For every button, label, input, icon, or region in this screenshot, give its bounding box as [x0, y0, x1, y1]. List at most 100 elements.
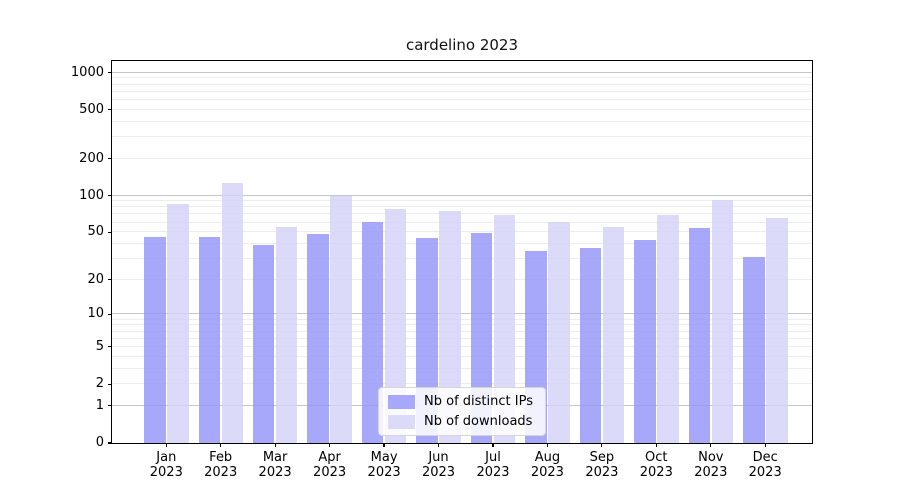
y-tick-mark [108, 109, 112, 111]
x-tick-mark [492, 443, 494, 447]
y-tick-mark [108, 231, 112, 233]
y-tick-mark [108, 383, 112, 385]
y-tick-mark [108, 313, 112, 315]
bar-distinct-ips [579, 247, 602, 443]
y-tick-mark [108, 71, 112, 74]
y-tick-mark [108, 442, 112, 444]
bar-downloads [167, 204, 189, 443]
minor-gridline [112, 157, 812, 159]
x-tick-year: 2023 [639, 465, 673, 480]
x-tick-mark [383, 443, 385, 447]
minor-gridline [112, 324, 812, 326]
bar-downloads [439, 210, 461, 443]
minor-gridline [112, 337, 812, 339]
x-tick-month: Dec [752, 450, 778, 465]
x-tick-month: May [370, 450, 398, 465]
legend-label-distinct-ips: Nb of distinct IPs [424, 394, 533, 409]
minor-gridline [112, 318, 812, 320]
x-tick-mark [220, 443, 222, 447]
x-tick-mark [165, 443, 167, 447]
bar-downloads [548, 221, 570, 443]
bar-downloads [275, 227, 298, 443]
legend-swatch-distinct-ips [388, 394, 416, 409]
major-gridline [112, 194, 812, 196]
x-tick-label: Jul 2023 [463, 450, 523, 480]
x-tick-label: Jan 2023 [136, 450, 196, 480]
x-tick-mark [329, 443, 331, 447]
legend-item-distinct-ips: Nb of distinct IPs [388, 394, 533, 409]
bars-layer [112, 61, 812, 443]
x-tick-label: Jun 2023 [409, 450, 469, 480]
y-tick-label: 0 [95, 435, 104, 450]
legend-swatch-downloads [388, 414, 416, 429]
bar-distinct-ips [198, 236, 220, 443]
x-tick-mark [601, 443, 603, 447]
bar-downloads [493, 215, 516, 443]
y-tick-mark [108, 194, 112, 197]
x-tick-label: Sep 2023 [572, 450, 632, 480]
x-tick-month: Feb [209, 450, 233, 465]
bar-distinct-ips [634, 240, 656, 443]
x-tick-mark [764, 443, 766, 447]
x-tick-month: Jul [485, 450, 501, 465]
minor-gridline [112, 257, 812, 259]
minor-gridline [112, 278, 812, 280]
x-tick-label: Feb 2023 [191, 450, 251, 480]
minor-gridline [112, 90, 812, 92]
y-tick-label: 5 [95, 338, 104, 354]
minor-gridline [112, 108, 812, 110]
y-tick-label: 10 [87, 306, 104, 322]
x-tick-mark [437, 443, 440, 447]
y-tick-mark [108, 405, 112, 407]
x-tick-year: 2023 [530, 465, 564, 480]
minor-gridline [112, 355, 812, 357]
minor-gridline [112, 120, 812, 122]
bar-distinct-ips [252, 245, 275, 443]
x-tick-label: Oct 2023 [626, 450, 686, 480]
bar-downloads [602, 227, 625, 443]
bar-downloads [384, 208, 407, 443]
legend: Nb of distinct IPs Nb of downloads [378, 387, 546, 436]
y-tick-mark [108, 346, 112, 348]
y-tick-label: 2 [95, 376, 104, 392]
y-tick-label: 200 [79, 150, 104, 166]
x-tick-label: Aug 2023 [517, 450, 577, 480]
bar-distinct-ips [743, 257, 765, 443]
bar-distinct-ips [307, 234, 329, 443]
x-tick-mark [710, 443, 712, 447]
legend-item-downloads: Nb of downloads [388, 414, 533, 429]
bar-distinct-ips [144, 236, 166, 443]
minor-gridline [112, 345, 812, 347]
y-tick-mark [108, 279, 112, 281]
x-tick-label: Nov 2023 [681, 450, 741, 480]
x-tick-year: 2023 [149, 465, 183, 480]
x-tick-month: Aug [534, 450, 561, 465]
minor-gridline [112, 98, 812, 100]
x-tick-month: Apr [318, 450, 341, 465]
bar-downloads [330, 195, 352, 443]
y-tick-label: 50 [87, 224, 104, 240]
minor-gridline [112, 200, 812, 202]
x-tick-year: 2023 [367, 465, 401, 480]
gridlines-layer [112, 61, 812, 443]
minor-gridline [112, 330, 812, 332]
minor-gridline [112, 231, 812, 233]
x-tick-label: May 2023 [354, 450, 414, 480]
minor-gridline [112, 221, 812, 223]
bar-downloads [657, 215, 679, 443]
x-tick-year: 2023 [421, 465, 456, 480]
minor-gridline [112, 136, 812, 137]
legend-label-downloads: Nb of downloads [424, 414, 533, 429]
x-tick-month: Oct [645, 450, 668, 465]
y-tick-mark [108, 158, 112, 160]
x-tick-year: 2023 [204, 465, 238, 480]
x-tick-label: Mar 2023 [245, 450, 305, 480]
minor-gridline [112, 367, 812, 369]
x-tick-mark [655, 443, 657, 447]
y-tick-label: 20 [87, 271, 104, 287]
bar-distinct-ips [361, 221, 384, 443]
x-tick-year: 2023 [476, 465, 510, 480]
y-tick-label: 100 [79, 187, 104, 203]
x-tick-mark [274, 443, 276, 447]
bar-distinct-ips [688, 228, 710, 443]
